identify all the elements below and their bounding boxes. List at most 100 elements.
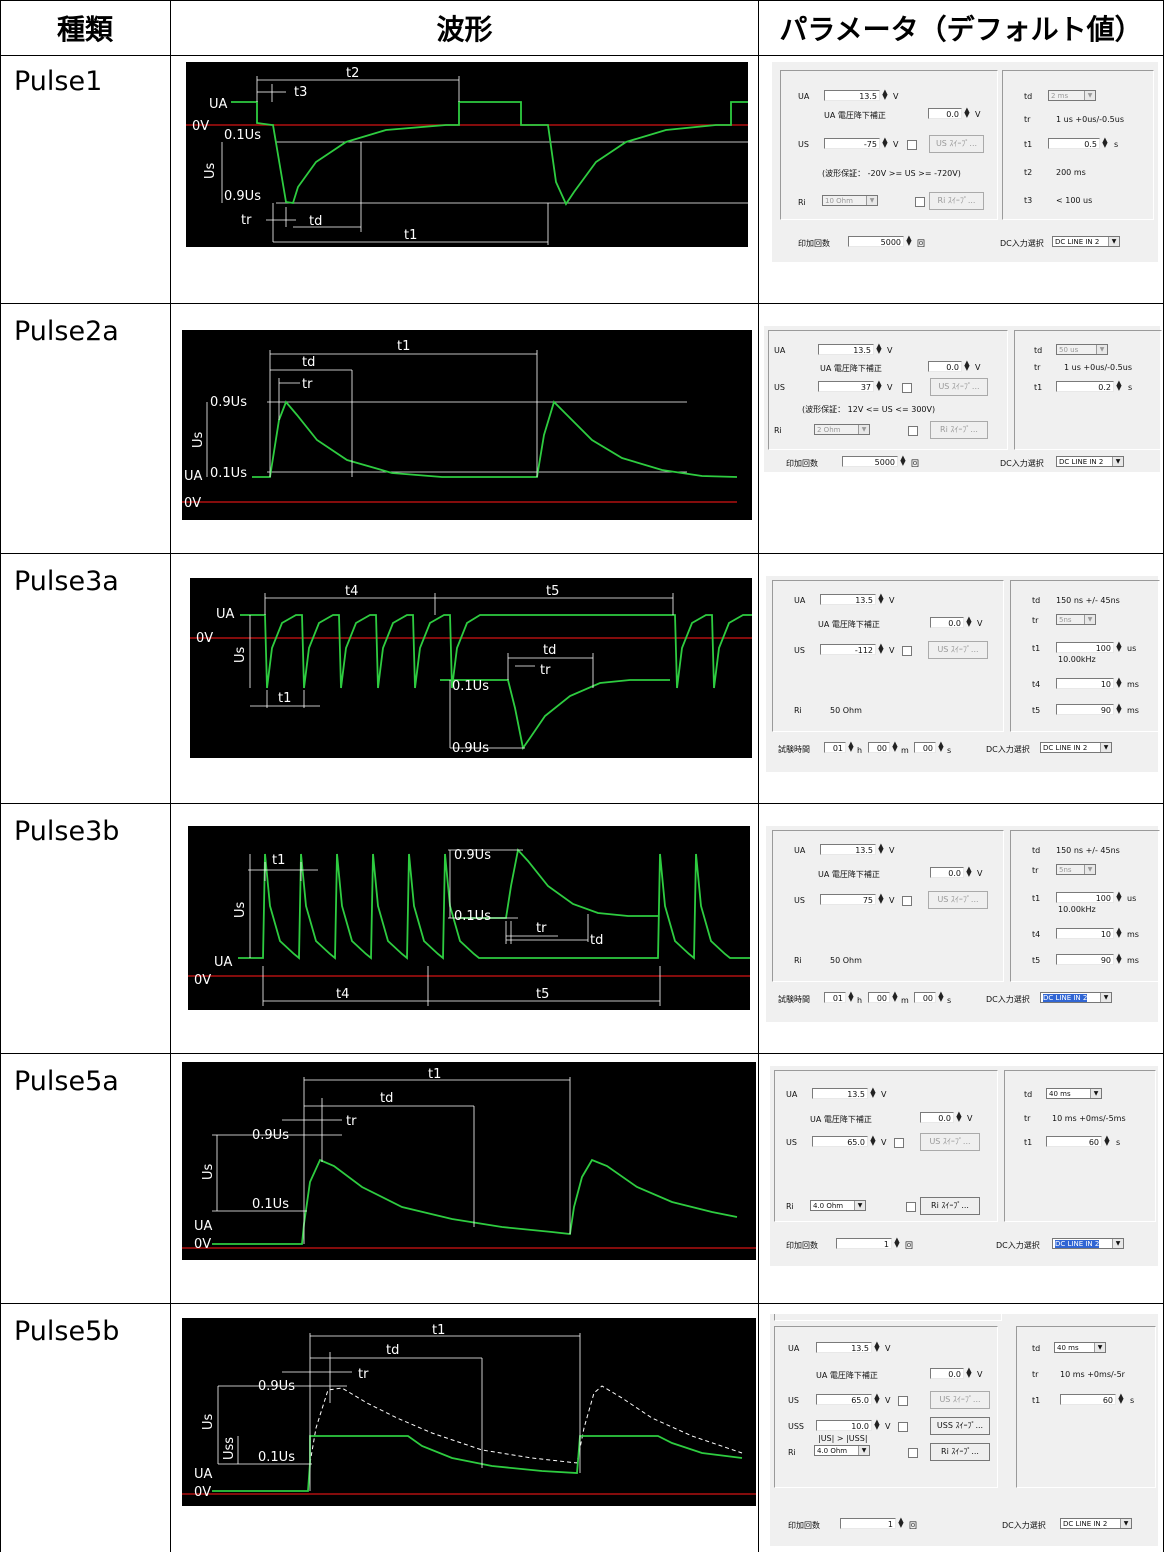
t1-input[interactable]: 60 xyxy=(1046,1136,1102,1147)
ua-input[interactable]: 13.5 xyxy=(820,844,876,855)
dc-select[interactable]: DC LINE IN 2 ▼ xyxy=(1052,1238,1124,1249)
us-sweep-checkbox[interactable] xyxy=(898,1396,908,1406)
us-sweep-button[interactable]: US ｽｲｰﾌﾟ... xyxy=(928,641,988,659)
t1-spinner[interactable]: ▲ ▼ xyxy=(1104,1134,1110,1147)
us-sweep-checkbox[interactable] xyxy=(902,646,912,656)
hours-spinner[interactable]: ▲ ▼ xyxy=(848,990,854,1003)
td-select[interactable]: 50 us ▼ xyxy=(1056,344,1108,355)
t4-input[interactable]: 10 xyxy=(1056,678,1114,689)
ua-input[interactable]: 13.5 xyxy=(812,1088,868,1099)
us-sweep-checkbox[interactable] xyxy=(902,896,912,906)
us-sweep-button[interactable]: US ｽｲｰﾌﾟ... xyxy=(928,891,988,909)
seconds-spinner[interactable]: ▲ ▼ xyxy=(938,740,944,753)
count-input[interactable]: 5000 xyxy=(842,456,898,467)
t1-spinner[interactable]: ▲ ▼ xyxy=(1116,890,1122,903)
t1-spinner[interactable]: ▲ ▼ xyxy=(1102,136,1108,149)
us-input[interactable]: 65.0 xyxy=(816,1394,872,1405)
t1-input[interactable]: 0.2 xyxy=(1056,381,1114,392)
us-sweep-checkbox[interactable] xyxy=(902,383,912,393)
ua-spinner[interactable]: ▲ ▼ xyxy=(878,592,884,605)
t5-spinner[interactable]: ▲ ▼ xyxy=(1116,702,1122,715)
t1-input[interactable]: 0.5 xyxy=(1048,138,1100,149)
us-spinner[interactable]: ▲ ▼ xyxy=(876,379,882,392)
ua-spinner[interactable]: ▲ ▼ xyxy=(878,842,884,855)
us-input[interactable]: 65.0 xyxy=(812,1136,868,1147)
count-input[interactable]: 5000 xyxy=(848,236,904,247)
drop-input[interactable]: 0.0 xyxy=(928,108,962,119)
t1-input[interactable]: 100 xyxy=(1056,892,1114,903)
t5-spinner[interactable]: ▲ ▼ xyxy=(1116,952,1122,965)
td-select[interactable]: 2 ms ▼ xyxy=(1048,90,1096,101)
us-input[interactable]: 37 xyxy=(818,381,874,392)
drop-input[interactable]: 0.0 xyxy=(928,361,962,372)
ri-sweep-button[interactable]: Ri ｽｲｰﾌﾟ... xyxy=(930,1443,990,1461)
t1-spinner[interactable]: ▲ ▼ xyxy=(1116,640,1122,653)
drop-spinner[interactable]: ▲ ▼ xyxy=(964,106,970,119)
ri-sweep-checkbox[interactable] xyxy=(906,1202,916,1212)
drop-spinner[interactable]: ▲ ▼ xyxy=(966,1366,972,1379)
count-spinner[interactable]: ▲ ▼ xyxy=(906,234,912,247)
t1-input[interactable]: 100 xyxy=(1056,642,1114,653)
ri-sweep-checkbox[interactable] xyxy=(908,426,918,436)
us-sweep-button[interactable]: US ｽｲｰﾌﾟ... xyxy=(930,378,988,396)
drop-spinner[interactable]: ▲ ▼ xyxy=(956,1110,962,1123)
count-spinner[interactable]: ▲ ▼ xyxy=(900,454,906,467)
minutes-input[interactable]: 00 xyxy=(868,992,890,1003)
ua-input[interactable]: 13.5 xyxy=(820,594,876,605)
uss-sweep-checkbox[interactable] xyxy=(898,1422,908,1432)
minutes-spinner[interactable]: ▲ ▼ xyxy=(892,740,898,753)
drop-input[interactable]: 0.0 xyxy=(920,1112,954,1123)
ri-select[interactable]: 2 Ohm ▼ xyxy=(814,424,870,435)
dc-select[interactable]: DC LINE IN 2 ▼ xyxy=(1052,236,1120,247)
us-sweep-button[interactable]: US ｽｲｰﾌﾟ... xyxy=(920,1133,980,1151)
ua-spinner[interactable]: ▲ ▼ xyxy=(874,1340,880,1353)
t1-spinner[interactable]: ▲ ▼ xyxy=(1118,1392,1124,1405)
uss-input[interactable]: 10.0 xyxy=(816,1420,872,1431)
ri-select[interactable]: 10 Ohm ▼ xyxy=(822,195,878,206)
dc-select[interactable]: DC LINE IN 2 ▼ xyxy=(1040,742,1112,753)
hours-spinner[interactable]: ▲ ▼ xyxy=(848,740,854,753)
hours-input[interactable]: 01 xyxy=(824,742,846,753)
us-input[interactable]: 75 xyxy=(820,894,876,905)
us-sweep-checkbox[interactable] xyxy=(907,140,917,150)
ua-input[interactable]: 13.5 xyxy=(816,1342,872,1353)
us-sweep-button[interactable]: US ｽｲｰﾌﾟ... xyxy=(929,135,984,153)
us-sweep-checkbox[interactable] xyxy=(894,1138,904,1148)
hours-input[interactable]: 01 xyxy=(824,992,846,1003)
ua-input[interactable]: 13.5 xyxy=(824,90,880,101)
count-spinner[interactable]: ▲ ▼ xyxy=(898,1516,904,1529)
us-spinner[interactable]: ▲ ▼ xyxy=(874,1392,880,1405)
ua-input[interactable]: 13.5 xyxy=(818,344,874,355)
td-select[interactable]: 40 ms ▼ xyxy=(1054,1342,1106,1353)
drop-spinner[interactable]: ▲ ▼ xyxy=(966,615,972,628)
t1-spinner[interactable]: ▲ ▼ xyxy=(1116,379,1122,392)
tr-select[interactable]: 5ns ▼ xyxy=(1056,864,1096,875)
uss-spinner[interactable]: ▲ ▼ xyxy=(874,1418,880,1431)
count-input[interactable]: 1 xyxy=(836,1238,892,1249)
ri-sweep-button[interactable]: Ri ｽｲｰﾌﾟ... xyxy=(930,421,988,439)
dc-select[interactable]: DC LINE IN 2 ▼ xyxy=(1060,1518,1132,1529)
ua-spinner[interactable]: ▲ ▼ xyxy=(870,1086,876,1099)
count-spinner[interactable]: ▲ ▼ xyxy=(894,1236,900,1249)
t5-input[interactable]: 90 xyxy=(1056,704,1114,715)
ua-spinner[interactable]: ▲ ▼ xyxy=(882,88,888,101)
tr-select[interactable]: 5ns ▼ xyxy=(1056,614,1096,625)
t4-input[interactable]: 10 xyxy=(1056,928,1114,939)
t4-spinner[interactable]: ▲ ▼ xyxy=(1116,926,1122,939)
ri-select[interactable]: 4.0 Ohm ▼ xyxy=(814,1445,870,1456)
ri-sweep-button[interactable]: Ri ｽｲｰﾌﾟ... xyxy=(929,192,984,210)
seconds-spinner[interactable]: ▲ ▼ xyxy=(938,990,944,1003)
minutes-input[interactable]: 00 xyxy=(868,742,890,753)
ri-select[interactable]: 4.0 Ohm ▼ xyxy=(810,1200,866,1211)
count-input[interactable]: 1 xyxy=(840,1518,896,1529)
drop-input[interactable]: 0.0 xyxy=(930,867,964,878)
us-input[interactable]: -75 xyxy=(824,138,880,149)
ri-sweep-checkbox[interactable] xyxy=(915,197,925,207)
ri-sweep-checkbox[interactable] xyxy=(908,1448,918,1458)
t5-input[interactable]: 90 xyxy=(1056,954,1114,965)
drop-input[interactable]: 0.0 xyxy=(930,1368,964,1379)
drop-input[interactable]: 0.0 xyxy=(930,617,964,628)
drop-spinner[interactable]: ▲ ▼ xyxy=(964,359,970,372)
seconds-input[interactable]: 00 xyxy=(914,742,936,753)
us-spinner[interactable]: ▲ ▼ xyxy=(882,136,888,149)
